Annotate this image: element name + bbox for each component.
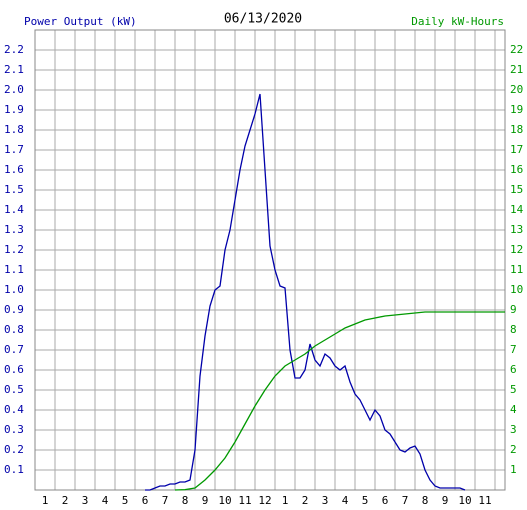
y-tick-label: 0.7 <box>4 343 24 356</box>
x-tick-label: 9 <box>442 494 449 507</box>
y-tick-label: 1.7 <box>4 143 24 156</box>
x-tick-label: 4 <box>102 494 109 507</box>
x-tick-label: 3 <box>82 494 89 507</box>
plot-border <box>34 29 506 491</box>
series-line <box>174 311 505 491</box>
x-tick-label: 6 <box>382 494 389 507</box>
y-tick-label: 0.5 <box>4 383 24 396</box>
x-tick-label: 6 <box>142 494 149 507</box>
y2-tick-label: 17 <box>510 143 523 156</box>
x-tick-label: 1 <box>282 494 289 507</box>
x-tick-label: 7 <box>162 494 169 507</box>
y2-tick-label: 12 <box>510 243 523 256</box>
series-line <box>145 93 466 491</box>
y-axis-label: Power Output (kW) <box>24 15 137 28</box>
y2-tick-label: 22 <box>510 43 523 56</box>
x-tick-label: 8 <box>182 494 189 507</box>
y-tick-label: 0.2 <box>4 443 24 456</box>
x-tick-label: 7 <box>402 494 409 507</box>
chart-title: 06/13/2020 <box>224 12 302 27</box>
x-tick-label: 3 <box>322 494 329 507</box>
y2-tick-label: 19 <box>510 103 523 116</box>
y2-tick-label: 21 <box>510 63 523 76</box>
x-tick-label: 5 <box>122 494 129 507</box>
y2-tick-label: 5 <box>510 383 517 396</box>
x-tick-label: 2 <box>62 494 69 507</box>
y2-tick-label: 6 <box>510 363 517 376</box>
x-tick-label: 9 <box>202 494 209 507</box>
y-tick-label: 1.1 <box>4 263 24 276</box>
y-tick-label: 1.0 <box>4 283 24 296</box>
y-tick-label: 0.8 <box>4 323 24 336</box>
y-tick-label: 2.2 <box>4 43 24 56</box>
x-tick-label: 10 <box>218 494 231 507</box>
y-tick-label: 2.0 <box>4 83 24 96</box>
x-tick-label: 1 <box>42 494 49 507</box>
x-tick-label: 2 <box>302 494 309 507</box>
x-tick-label: 11 <box>238 494 251 507</box>
y2-tick-label: 1 <box>510 463 517 476</box>
y2-tick-label: 2 <box>510 443 517 456</box>
y2-tick-label: 7 <box>510 343 517 356</box>
y-tick-label: 0.9 <box>4 303 24 316</box>
x-tick-label: 5 <box>362 494 369 507</box>
y-tick-label: 0.6 <box>4 363 24 376</box>
y-tick-label: 0.4 <box>4 403 24 416</box>
y2-tick-label: 3 <box>510 423 517 436</box>
y-tick-label: 1.2 <box>4 243 24 256</box>
y2-tick-label: 14 <box>510 203 524 216</box>
y-tick-label: 0.1 <box>4 463 24 476</box>
y2-tick-label: 9 <box>510 303 517 316</box>
y2-tick-label: 18 <box>510 123 523 136</box>
y2-tick-label: 13 <box>510 223 523 236</box>
y-tick-label: 2.1 <box>4 63 24 76</box>
y-tick-label: 1.6 <box>4 163 24 176</box>
x-tick-label: 8 <box>422 494 429 507</box>
x-tick-label: 10 <box>458 494 471 507</box>
y2-tick-label: 15 <box>510 183 523 196</box>
y-tick-label: 1.8 <box>4 123 24 136</box>
y2-tick-label: 16 <box>510 163 523 176</box>
y2-axis-label: Daily kW-Hours <box>411 15 504 28</box>
y-tick-label: 1.9 <box>4 103 24 116</box>
x-tick-label: 11 <box>478 494 491 507</box>
y2-tick-label: 4 <box>510 403 517 416</box>
y2-tick-label: 20 <box>510 83 523 96</box>
y2-tick-label: 8 <box>510 323 517 336</box>
y-tick-label: 0.3 <box>4 423 24 436</box>
x-tick-label: 4 <box>342 494 349 507</box>
y2-tick-label: 10 <box>510 283 523 296</box>
y-tick-label: 1.3 <box>4 223 24 236</box>
y-tick-label: 1.5 <box>4 183 24 196</box>
x-tick-label: 12 <box>258 494 271 507</box>
y2-tick-label: 11 <box>510 263 523 276</box>
y-tick-label: 1.4 <box>4 203 24 216</box>
